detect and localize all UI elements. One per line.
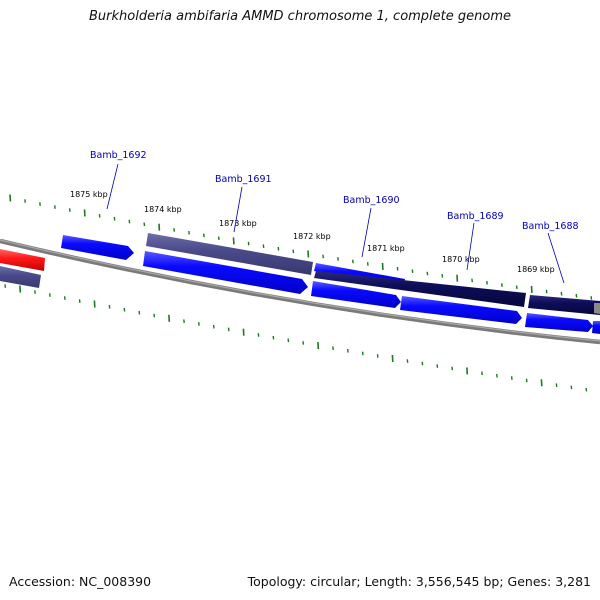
gene-label[interactable]: Bamb_1689 [447, 211, 504, 222]
gene-feature[interactable] [311, 281, 401, 308]
genome-backbone-highlight [0, 239, 600, 342]
gene-label[interactable]: Bamb_1691 [215, 174, 272, 185]
gene-label[interactable]: Bamb_1688 [522, 221, 579, 232]
outer-scale-ticks [9, 194, 593, 300]
gene-feature[interactable] [146, 233, 313, 275]
genome-backbone [0, 238, 600, 345]
accession-label: Accession: NC_008390 [9, 574, 152, 589]
genome-summary: Topology: circular; Length: 3,556,545 bp… [247, 574, 591, 589]
map-title: Burkholderia ambifaria AMMD chromosome 1… [88, 9, 512, 24]
scale-label: 1873 kbp [219, 219, 257, 228]
gene-label[interactable]: Bamb_1692 [90, 150, 147, 161]
gene-feature[interactable] [592, 321, 600, 334]
gene-label-leader [106, 163, 119, 210]
gene-feature[interactable] [525, 313, 593, 332]
scale-label: 1871 kbp [367, 244, 405, 253]
gene-feature[interactable] [594, 303, 600, 314]
scale-label: 1872 kbp [293, 232, 331, 241]
scale-label: 1870 kbp [442, 255, 480, 264]
gene-feature[interactable] [0, 266, 41, 288]
scale-label: 1874 kbp [144, 205, 182, 214]
gene-feature[interactable] [400, 296, 522, 324]
gene-label[interactable]: Bamb_1690 [343, 195, 400, 206]
gene-feature[interactable] [61, 235, 134, 260]
inner-scale-ticks [4, 284, 588, 392]
gene-label-leader [466, 222, 475, 271]
gene-label-leader [361, 207, 372, 258]
scale-label: 1869 kbp [517, 265, 555, 274]
gene-feature[interactable] [528, 295, 600, 315]
gene-label-leader [233, 186, 243, 233]
gene-feature[interactable] [314, 271, 526, 307]
scale-label: 1875 kbp [70, 190, 108, 199]
gene-label-leader [547, 232, 565, 284]
gene-feature[interactable] [0, 249, 45, 271]
gene-feature[interactable] [143, 251, 308, 294]
